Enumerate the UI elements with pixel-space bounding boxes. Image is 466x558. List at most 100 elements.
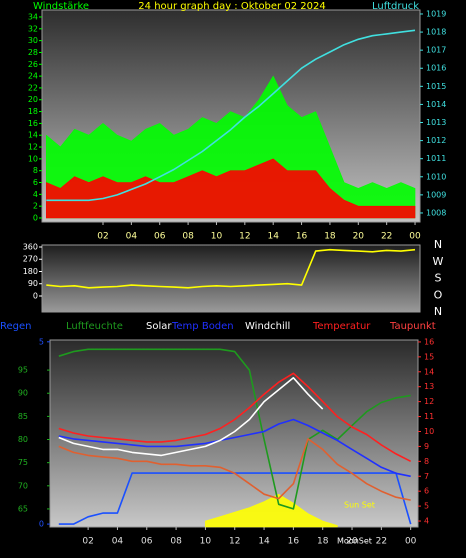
x-tick-label: 02 xyxy=(97,232,108,242)
y2-tick-label: 1010 xyxy=(426,172,446,181)
y-tick-label: 12 xyxy=(28,143,38,152)
y-tick-label: 26 xyxy=(28,60,38,69)
x-tick-label: 12 xyxy=(239,232,250,242)
y-tick-label: 20 xyxy=(28,95,38,104)
y2-tick-label: 7 xyxy=(424,472,429,481)
y-tick-label: 4 xyxy=(33,190,38,199)
y-tick-label: 32 xyxy=(28,24,38,33)
x-tick-label: 16 xyxy=(296,232,308,242)
line xyxy=(58,418,411,478)
line xyxy=(46,248,416,289)
y2-tick-label: 1019 xyxy=(426,9,446,18)
x-tick-label: 10 xyxy=(211,232,223,242)
x-tick-label: 00 xyxy=(409,232,421,242)
area xyxy=(46,158,416,219)
y3-tick-label: 0 xyxy=(39,520,44,529)
y-tick-label: 80 xyxy=(18,435,28,444)
compass-label: N xyxy=(434,238,442,251)
legend-label: Temperatur xyxy=(312,321,371,332)
y2-tick-label: 8 xyxy=(424,457,429,466)
chart-title: 24 hour graph day : Oktober 02 2024 xyxy=(138,1,325,12)
y2-tick-label: 6 xyxy=(424,487,429,496)
y-tick-label: 22 xyxy=(28,83,38,92)
area xyxy=(205,493,338,528)
y2-tick-label: 1018 xyxy=(426,28,446,37)
y-tick-label: 180 xyxy=(23,267,38,276)
x-tick-label: 20 xyxy=(353,232,365,242)
y-axis-label: Windstärke xyxy=(33,1,89,12)
x-tick-label: 04 xyxy=(126,232,138,242)
plot-background xyxy=(49,339,419,528)
y2-tick-label: 15 xyxy=(424,352,434,361)
y-tick-label: 16 xyxy=(28,119,38,128)
x-tick-label: 12 xyxy=(229,537,240,547)
x-tick-label: 14 xyxy=(267,232,279,242)
line xyxy=(58,372,412,463)
y-tick-label: 30 xyxy=(28,36,38,45)
x-tick-label: 06 xyxy=(141,537,153,547)
annotation: Sun Set xyxy=(344,501,375,510)
y2-tick-label: 1009 xyxy=(426,190,446,199)
x-tick-label: 18 xyxy=(317,537,329,547)
plot-background xyxy=(41,244,421,313)
x-tick-label: 02 xyxy=(82,537,93,547)
y-tick-label: 75 xyxy=(18,458,28,467)
y2-tick-label: 11 xyxy=(424,412,434,421)
y2-tick-label: 12 xyxy=(424,397,434,406)
y-tick-label: 10 xyxy=(28,154,38,163)
y-tick-label: 24 xyxy=(28,72,38,81)
legend-label: Taupunkt xyxy=(389,321,436,332)
y-tick-label: 0 xyxy=(33,291,38,300)
y-tick-label: 0 xyxy=(33,213,38,222)
y2-tick-label: 5 xyxy=(424,502,429,511)
compass-label: S xyxy=(435,272,442,285)
x-tick-label: 16 xyxy=(288,537,300,547)
y2-tick-label: 13 xyxy=(424,382,434,391)
y-tick-label: 2 xyxy=(33,202,38,211)
y-tick-label: 65 xyxy=(18,504,28,513)
y2-tick-label: 16 xyxy=(424,337,434,346)
x-tick-label: 18 xyxy=(324,232,336,242)
compass-label: N xyxy=(434,305,442,318)
y2-tick-label: 1015 xyxy=(426,82,446,91)
y2-tick-label: 4 xyxy=(424,517,429,526)
plots: 24 hour graph day : Oktober 02 2024 Winds… xyxy=(0,1,446,547)
y2-tick-label: 1011 xyxy=(426,154,446,163)
compass-label: W xyxy=(433,255,444,268)
y2-tick-label: 1012 xyxy=(426,136,446,145)
legend-label: Regen xyxy=(0,321,32,332)
y3-tick-label: 5 xyxy=(39,337,44,346)
y2-axis-label: Luftdruck xyxy=(372,1,419,12)
y2-tick-label: 1016 xyxy=(426,64,446,73)
y2-tick-label: 14 xyxy=(424,367,434,376)
y-tick-label: 90 xyxy=(28,279,38,288)
y-tick-label: 70 xyxy=(18,481,28,490)
line xyxy=(58,348,411,510)
y2-tick-label: 10 xyxy=(424,427,434,436)
y-tick-label: 34 xyxy=(28,12,38,21)
y-tick-label: 95 xyxy=(18,366,28,375)
x-tick-label: 00 xyxy=(405,537,417,547)
y-tick-label: 270 xyxy=(23,255,38,264)
y-tick-label: 14 xyxy=(28,131,38,140)
legend-label: Windchill xyxy=(245,321,290,332)
line xyxy=(46,29,416,202)
legend-label: Solar xyxy=(146,321,172,332)
annotation: MoonSet xyxy=(337,537,372,546)
x-tick-label: 04 xyxy=(112,537,124,547)
y-tick-label: 28 xyxy=(28,48,38,57)
x-tick-label: 08 xyxy=(182,232,194,242)
x-tick-label: 22 xyxy=(381,232,392,242)
line xyxy=(58,438,411,501)
y2-tick-label: 1017 xyxy=(426,46,446,55)
y2-tick-label: 9 xyxy=(424,442,429,451)
y2-tick-label: 1008 xyxy=(426,208,446,217)
x-tick-label: 20 xyxy=(346,537,358,547)
y2-tick-label: 1014 xyxy=(426,100,446,109)
legend-label: Temp Boden xyxy=(171,321,234,332)
line xyxy=(58,377,324,457)
y-tick-label: 18 xyxy=(28,107,38,116)
y-tick-label: 90 xyxy=(18,389,28,398)
x-tick-label: 14 xyxy=(258,537,270,547)
